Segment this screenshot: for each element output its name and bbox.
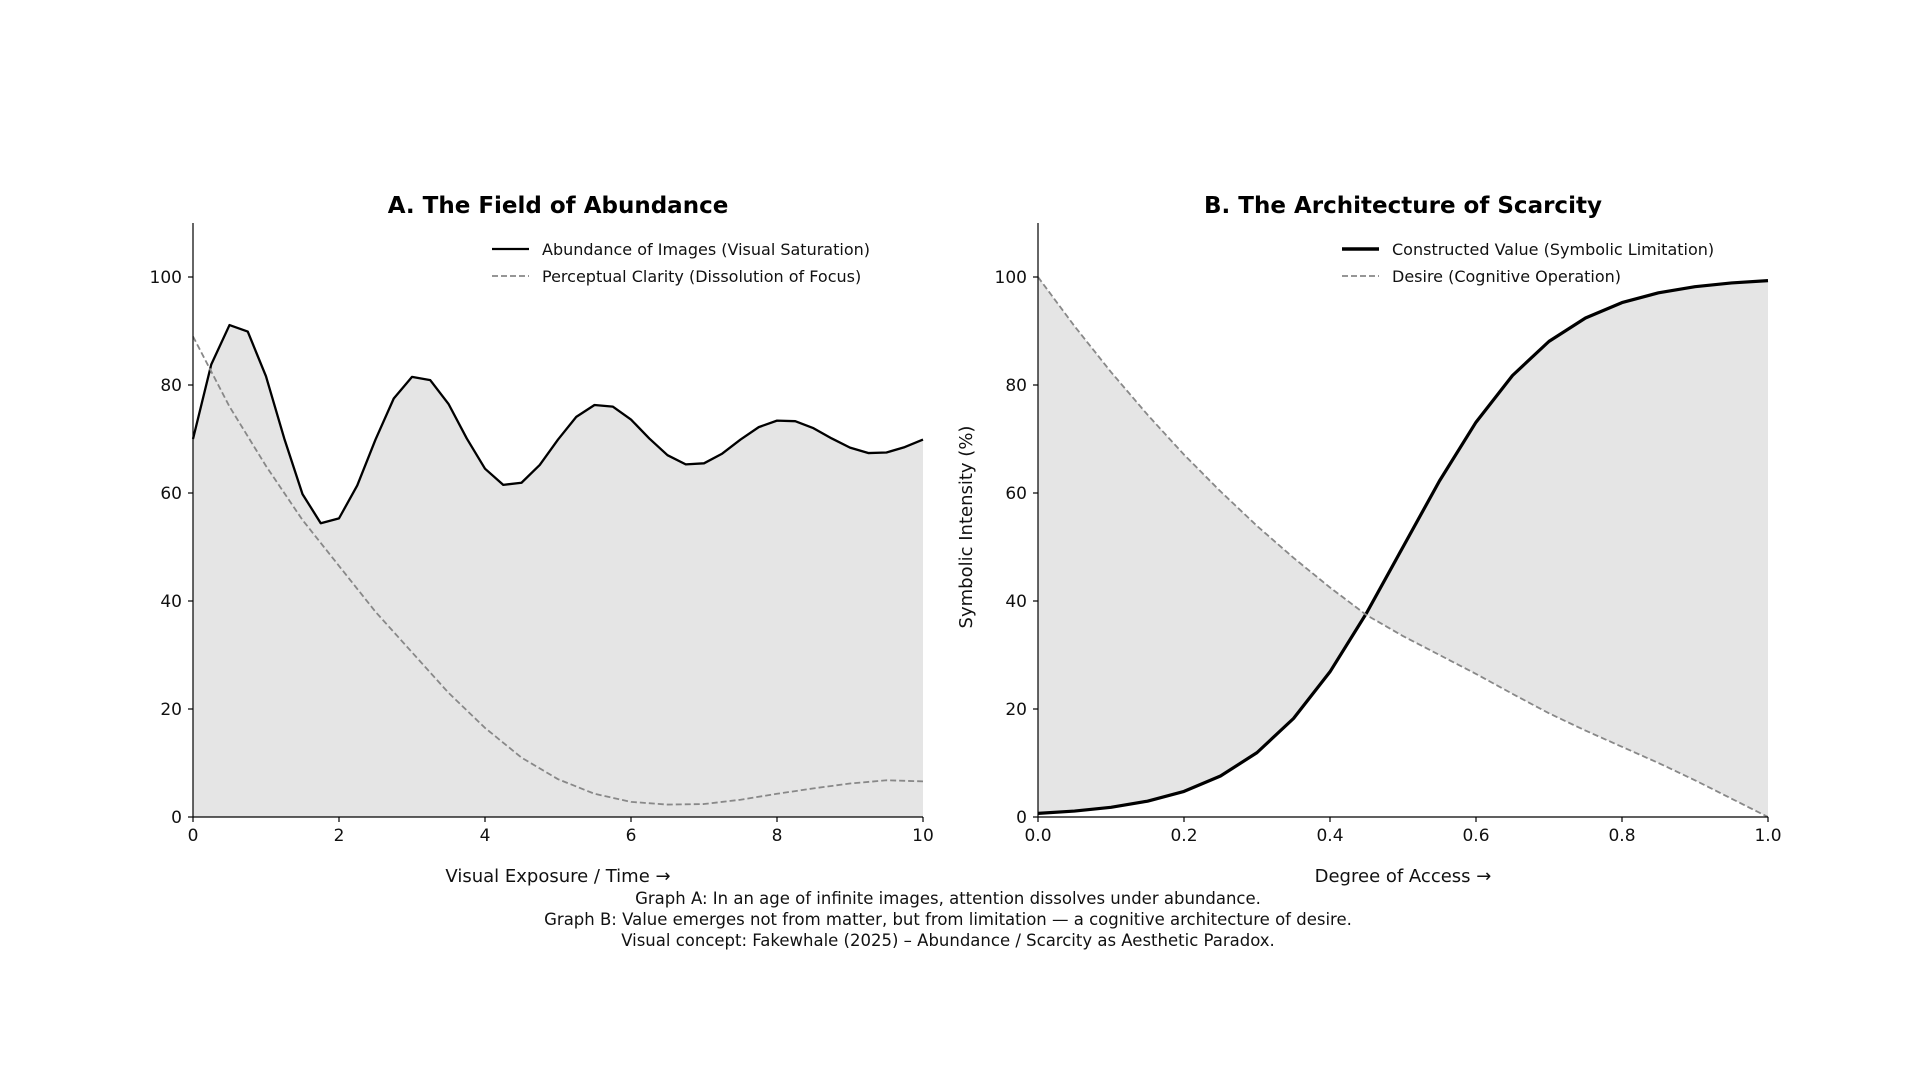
series-line-2	[192, 335, 924, 806]
x-tick-label: 2	[334, 826, 345, 846]
legend-label: Perceptual Clarity (Dissolution of Focus…	[542, 267, 861, 286]
fill-area	[193, 325, 923, 817]
series-line-1	[1037, 279, 1769, 815]
y-tick-label: 60	[160, 484, 182, 504]
x-tick-label: 1.0	[1754, 826, 1781, 846]
chart-title: A. The Field of Abundance	[388, 193, 729, 219]
x-tick-label: 0.0	[1024, 826, 1051, 846]
x-tick-label: 0.6	[1462, 826, 1489, 846]
y-tick-label: 0	[1016, 808, 1027, 828]
y-tick-label: 100	[995, 268, 1027, 288]
caption-block: Graph A: In an age of infinite images, a…	[544, 889, 1352, 950]
x-tick-label: 0.2	[1170, 826, 1197, 846]
legend-label: Abundance of Images (Visual Saturation)	[542, 240, 870, 259]
x-axis-label: Degree of Access →	[1315, 866, 1492, 887]
caption-line-1: Graph A: In an age of infinite images, a…	[635, 889, 1261, 908]
legend-label: Constructed Value (Symbolic Limitation)	[1392, 240, 1714, 259]
y-tick-label: 20	[160, 700, 182, 720]
y-tick-label: 20	[1005, 700, 1027, 720]
y-tick-label: 80	[160, 376, 182, 396]
y-tick-label: 40	[160, 592, 182, 612]
x-tick-label: 0.4	[1316, 826, 1343, 846]
y-tick-label: 40	[1005, 592, 1027, 612]
series-line-2	[1037, 276, 1769, 818]
series-line-1	[191, 323, 924, 525]
y-tick-label: 60	[1005, 484, 1027, 504]
x-tick-label: 8	[772, 826, 783, 846]
chart-b: 0.0 0.2 0.4 0.6 0.8 1.0 0 20 40 60 80 100 B. The Arc…	[956, 193, 1782, 887]
caption-line-2: Graph B: Value emerges not from matter, …	[544, 910, 1352, 929]
y-axis-label: Symbolic Intensity (%)	[956, 426, 977, 629]
chart-title: B. The Architecture of Scarcity	[1204, 193, 1602, 219]
x-tick-label: 0.8	[1608, 826, 1635, 846]
caption-line-3: Visual concept: Fakewhale (2025) – Abund…	[621, 931, 1275, 950]
y-tick-label: 0	[171, 808, 182, 828]
x-tick-label: 10	[912, 826, 934, 846]
x-tick-label: 6	[626, 826, 637, 846]
x-tick-label: 0	[188, 826, 199, 846]
x-axis-label: Visual Exposure / Time →	[445, 866, 670, 887]
legend-label: Desire (Cognitive Operation)	[1392, 267, 1621, 286]
y-tick-label: 80	[1005, 376, 1027, 396]
y-tick-label: 100	[150, 268, 182, 288]
x-tick-label: 4	[480, 826, 491, 846]
